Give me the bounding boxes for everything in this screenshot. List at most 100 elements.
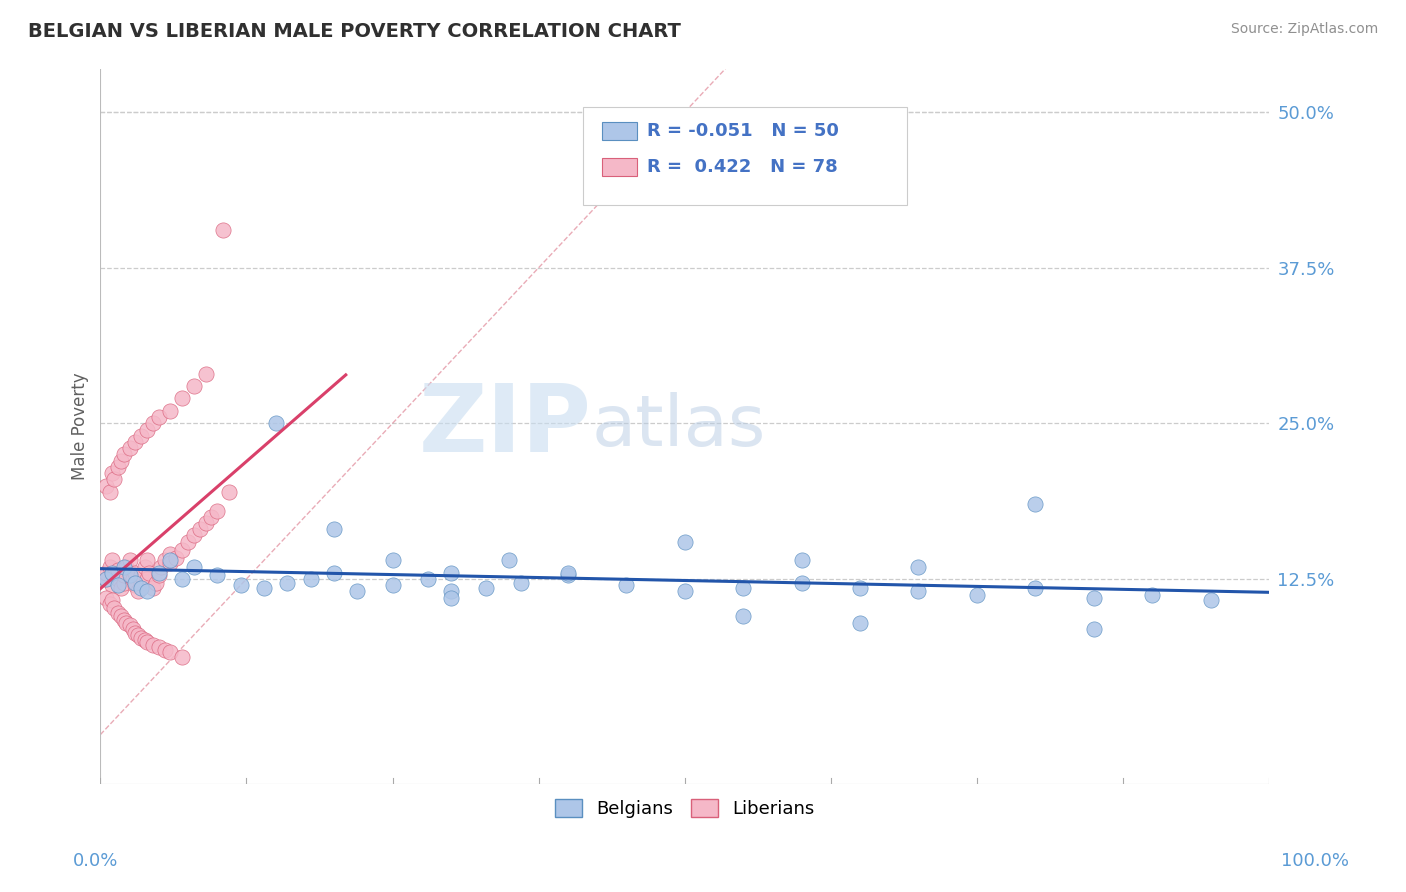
Point bbox=[229, 578, 252, 592]
Point bbox=[142, 581, 165, 595]
Point bbox=[416, 572, 439, 586]
Point bbox=[212, 223, 235, 237]
Point bbox=[101, 553, 124, 567]
Point bbox=[110, 453, 132, 467]
Point bbox=[124, 578, 146, 592]
Point bbox=[381, 578, 404, 592]
Point bbox=[150, 559, 173, 574]
Point bbox=[103, 600, 125, 615]
Point bbox=[183, 379, 205, 393]
Text: Source: ZipAtlas.com: Source: ZipAtlas.com bbox=[1230, 22, 1378, 37]
Point bbox=[145, 575, 167, 590]
Point bbox=[127, 584, 149, 599]
Text: BELGIAN VS LIBERIAN MALE POVERTY CORRELATION CHART: BELGIAN VS LIBERIAN MALE POVERTY CORRELA… bbox=[28, 22, 681, 41]
Point bbox=[129, 429, 152, 443]
Point bbox=[1083, 622, 1105, 636]
Text: ZIP: ZIP bbox=[419, 381, 591, 473]
Point bbox=[183, 559, 205, 574]
Point bbox=[299, 572, 322, 586]
Point bbox=[172, 572, 194, 586]
Point bbox=[118, 566, 141, 580]
Text: R =  0.422   N = 78: R = 0.422 N = 78 bbox=[647, 158, 838, 176]
Point bbox=[101, 566, 124, 580]
Point bbox=[129, 575, 152, 590]
Point bbox=[98, 484, 121, 499]
Text: 0.0%: 0.0% bbox=[73, 852, 118, 870]
Point bbox=[136, 635, 159, 649]
Point bbox=[129, 568, 152, 582]
Point bbox=[129, 631, 152, 645]
Point bbox=[381, 553, 404, 567]
Point bbox=[124, 566, 146, 580]
Point bbox=[177, 534, 200, 549]
Text: R = -0.051   N = 50: R = -0.051 N = 50 bbox=[647, 122, 838, 140]
Point bbox=[136, 584, 159, 599]
Point bbox=[122, 572, 145, 586]
Point bbox=[733, 581, 755, 595]
Point bbox=[136, 572, 159, 586]
Point bbox=[98, 597, 121, 611]
Point bbox=[96, 572, 118, 586]
Point bbox=[790, 553, 813, 567]
Point bbox=[103, 472, 125, 486]
Point bbox=[142, 417, 165, 431]
Point bbox=[101, 466, 124, 480]
Point bbox=[98, 559, 121, 574]
Text: atlas: atlas bbox=[591, 392, 766, 461]
Point bbox=[110, 581, 132, 595]
Point bbox=[172, 650, 194, 665]
Point bbox=[118, 568, 141, 582]
Point bbox=[276, 575, 298, 590]
Point bbox=[148, 640, 170, 655]
Point bbox=[1199, 593, 1222, 607]
Point bbox=[159, 556, 181, 570]
Point bbox=[733, 609, 755, 624]
Point bbox=[614, 578, 637, 592]
Point bbox=[112, 568, 135, 582]
Point bbox=[122, 622, 145, 636]
Point bbox=[112, 613, 135, 627]
Point bbox=[107, 578, 129, 592]
Text: 100.0%: 100.0% bbox=[1281, 852, 1348, 870]
Point bbox=[107, 572, 129, 586]
Point bbox=[148, 566, 170, 580]
Point bbox=[188, 522, 211, 536]
Point bbox=[118, 618, 141, 632]
Point bbox=[849, 581, 872, 595]
Point bbox=[849, 615, 872, 630]
Point bbox=[253, 581, 276, 595]
Point bbox=[194, 367, 217, 381]
Point bbox=[96, 478, 118, 492]
Point bbox=[107, 563, 129, 577]
Point bbox=[101, 578, 124, 592]
Point bbox=[112, 575, 135, 590]
Point bbox=[134, 632, 156, 647]
Point bbox=[136, 553, 159, 567]
Point bbox=[136, 423, 159, 437]
Point bbox=[115, 559, 138, 574]
Point bbox=[153, 643, 176, 657]
Point bbox=[153, 553, 176, 567]
Point bbox=[966, 588, 988, 602]
Point bbox=[205, 568, 228, 582]
Point bbox=[96, 591, 118, 605]
Point bbox=[134, 559, 156, 574]
Point bbox=[129, 581, 152, 595]
Point bbox=[115, 615, 138, 630]
Point bbox=[96, 572, 118, 586]
Point bbox=[673, 534, 696, 549]
Point bbox=[101, 593, 124, 607]
Point bbox=[107, 459, 129, 474]
Point bbox=[218, 484, 240, 499]
Point bbox=[110, 609, 132, 624]
Point bbox=[107, 606, 129, 620]
Point bbox=[124, 625, 146, 640]
Point bbox=[159, 553, 181, 567]
Point bbox=[159, 645, 181, 659]
Point bbox=[323, 522, 346, 536]
Point bbox=[142, 638, 165, 652]
Point bbox=[498, 553, 520, 567]
Point bbox=[159, 404, 181, 418]
Point bbox=[1083, 591, 1105, 605]
Point bbox=[118, 442, 141, 456]
